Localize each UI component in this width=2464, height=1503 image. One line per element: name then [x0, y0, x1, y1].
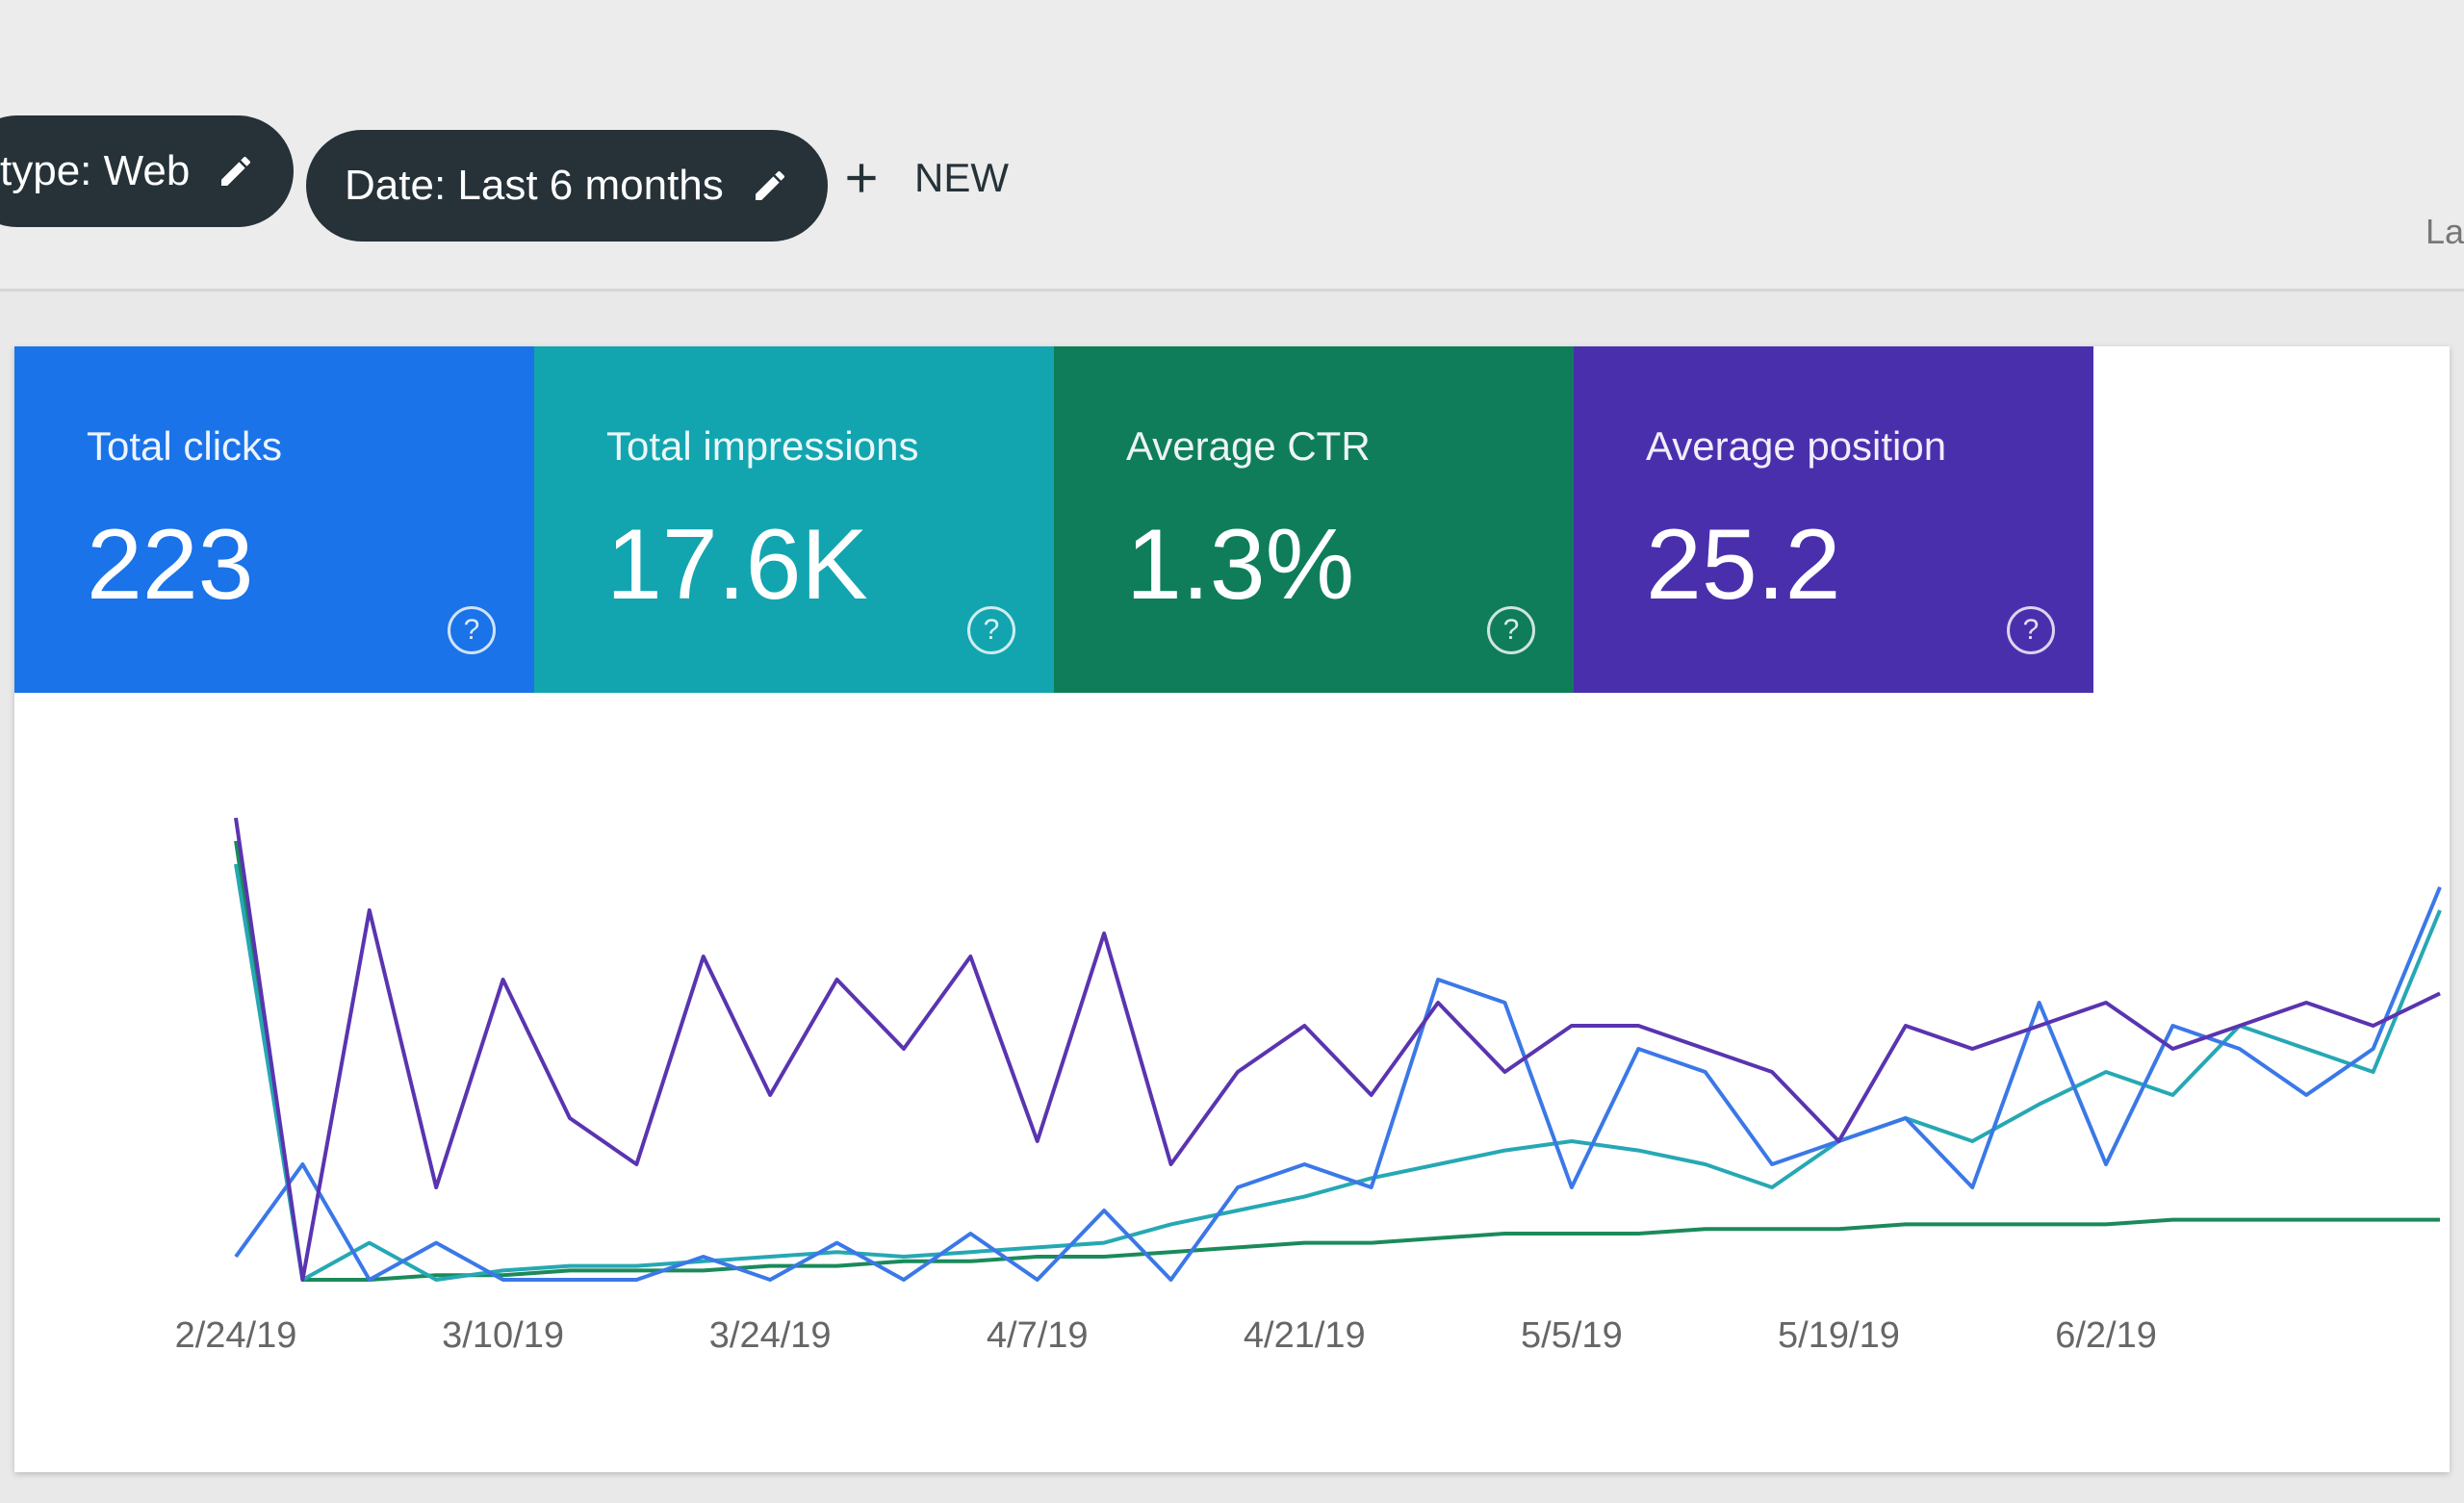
edit-icon: [755, 170, 784, 200]
series-line: [234, 817, 2441, 1282]
metric-label: Average position: [1646, 423, 1947, 469]
metric-value: 17.6K: [606, 509, 868, 621]
x-tick-label: 3/10/19: [442, 1315, 564, 1356]
filter-chip[interactable]: Date: Last 6 months: [306, 130, 828, 242]
metric-value: 1.3%: [1126, 509, 1355, 621]
metric-label: Average CTR: [1126, 423, 1371, 469]
x-tick-label: 5/5/19: [1521, 1315, 1623, 1356]
metric-card[interactable]: Average CTR 1.3%?: [1054, 346, 1574, 693]
x-tick-label: 4/21/19: [1244, 1315, 1366, 1356]
button-label: NEW: [914, 155, 1009, 200]
filter-chip[interactable]: type: Web: [0, 115, 295, 227]
x-tick-label: 6/2/19: [2055, 1315, 2157, 1356]
new-filter-button[interactable]: NEW: [837, 144, 1009, 212]
x-tick-label: 3/24/19: [709, 1315, 832, 1356]
series-line: [234, 840, 2440, 1282]
x-tick-label: 5/19/19: [1778, 1315, 1900, 1356]
metric-value: 25.2: [1646, 509, 1841, 621]
metric-cards: Total clicks 223? Total impressions 17.6K? A…: [14, 346, 2093, 693]
chip-label: Date: Last 6 months: [345, 162, 724, 209]
chip-label: type: Web: [0, 147, 191, 194]
truncated-text: La: [2426, 212, 2464, 251]
metric-label: Total impressions: [606, 423, 919, 469]
plus-icon: [847, 164, 876, 192]
metric-card[interactable]: Total clicks 223?: [14, 346, 534, 693]
help-icon[interactable]: ?: [2007, 606, 2055, 654]
help-icon[interactable]: ?: [967, 606, 1015, 654]
metric-value: 223: [87, 509, 254, 621]
metric-label: Total clicks: [87, 423, 283, 469]
performance-chart: 2/24/19 3/10/19 3/24/19 4/7/19 4/21/19 5/5/19…: [175, 817, 2442, 1356]
x-tick-label: 4/7/19: [987, 1315, 1089, 1356]
help-icon[interactable]: ?: [448, 606, 496, 654]
series-line: [234, 886, 2442, 1282]
metric-card[interactable]: Total impressions 17.6K?: [534, 346, 1054, 693]
x-tick-label: 2/24/19: [175, 1315, 297, 1356]
help-icon[interactable]: ?: [1487, 606, 1535, 654]
series-line: [234, 863, 2442, 1282]
edit-icon: [221, 156, 251, 186]
performance-panel: Total clicks 223? Total impressions 17.6K? A…: [14, 346, 2450, 1472]
metric-card[interactable]: Average position 25.2?: [1574, 346, 2093, 693]
filter-bar: type: Web Date: Last 6 months NEW La: [0, 0, 2464, 292]
